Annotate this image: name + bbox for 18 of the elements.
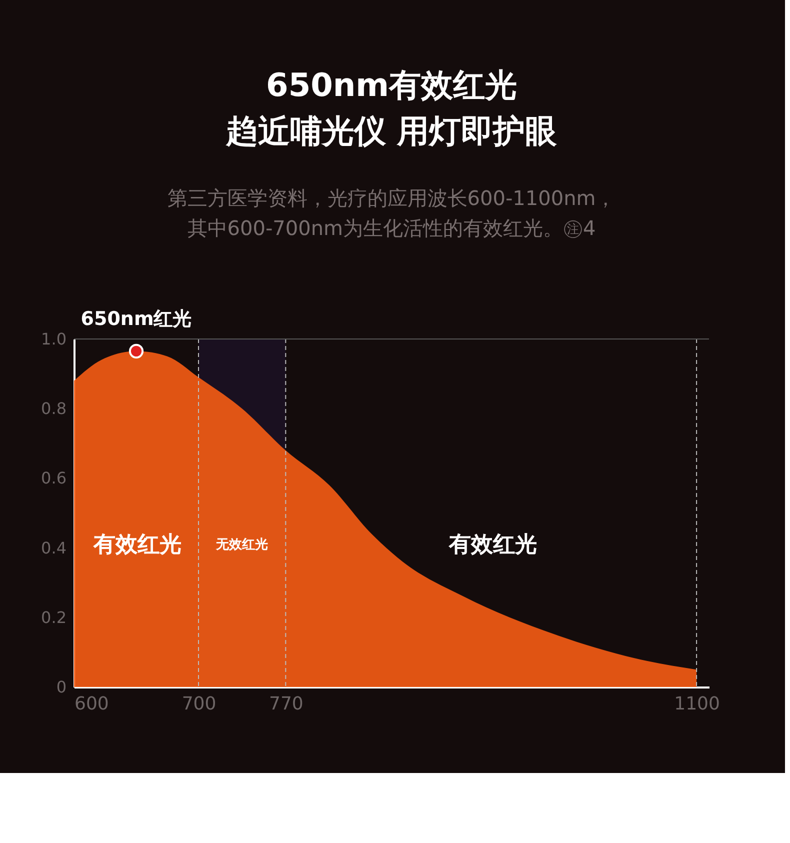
x-tick-label: 1100 [674,694,720,714]
x-tick-label: 700 [182,694,216,714]
y-tick-label: 0.6 [41,468,66,488]
y-tick-label: 1.0 [41,330,66,348]
y-tick-label: 0.4 [41,538,66,558]
band-label: 无效红光 [215,537,268,552]
chart-subtitle: 趋近哺光仪 用灯即护眼 [224,112,558,150]
annotation: 有效红光 [92,532,182,558]
chart-title: 650nm有效红光 [266,66,517,104]
y-tick-label: 0.2 [41,608,66,627]
annotation: 650nm红光 [80,308,192,330]
x-tick-label: 770 [268,694,304,714]
text: 其中600-700nm为生化活性的有效红光。㊟4 [187,216,596,240]
y-tick-label: 0 [56,678,66,696]
text: 第三方医学资料，光疗的应用波长600-1100nm， [167,186,616,210]
y-tick-label: 0.8 [41,399,66,418]
annotation: 有效红光 [448,532,538,558]
x-tick-label: 600 [74,694,109,714]
